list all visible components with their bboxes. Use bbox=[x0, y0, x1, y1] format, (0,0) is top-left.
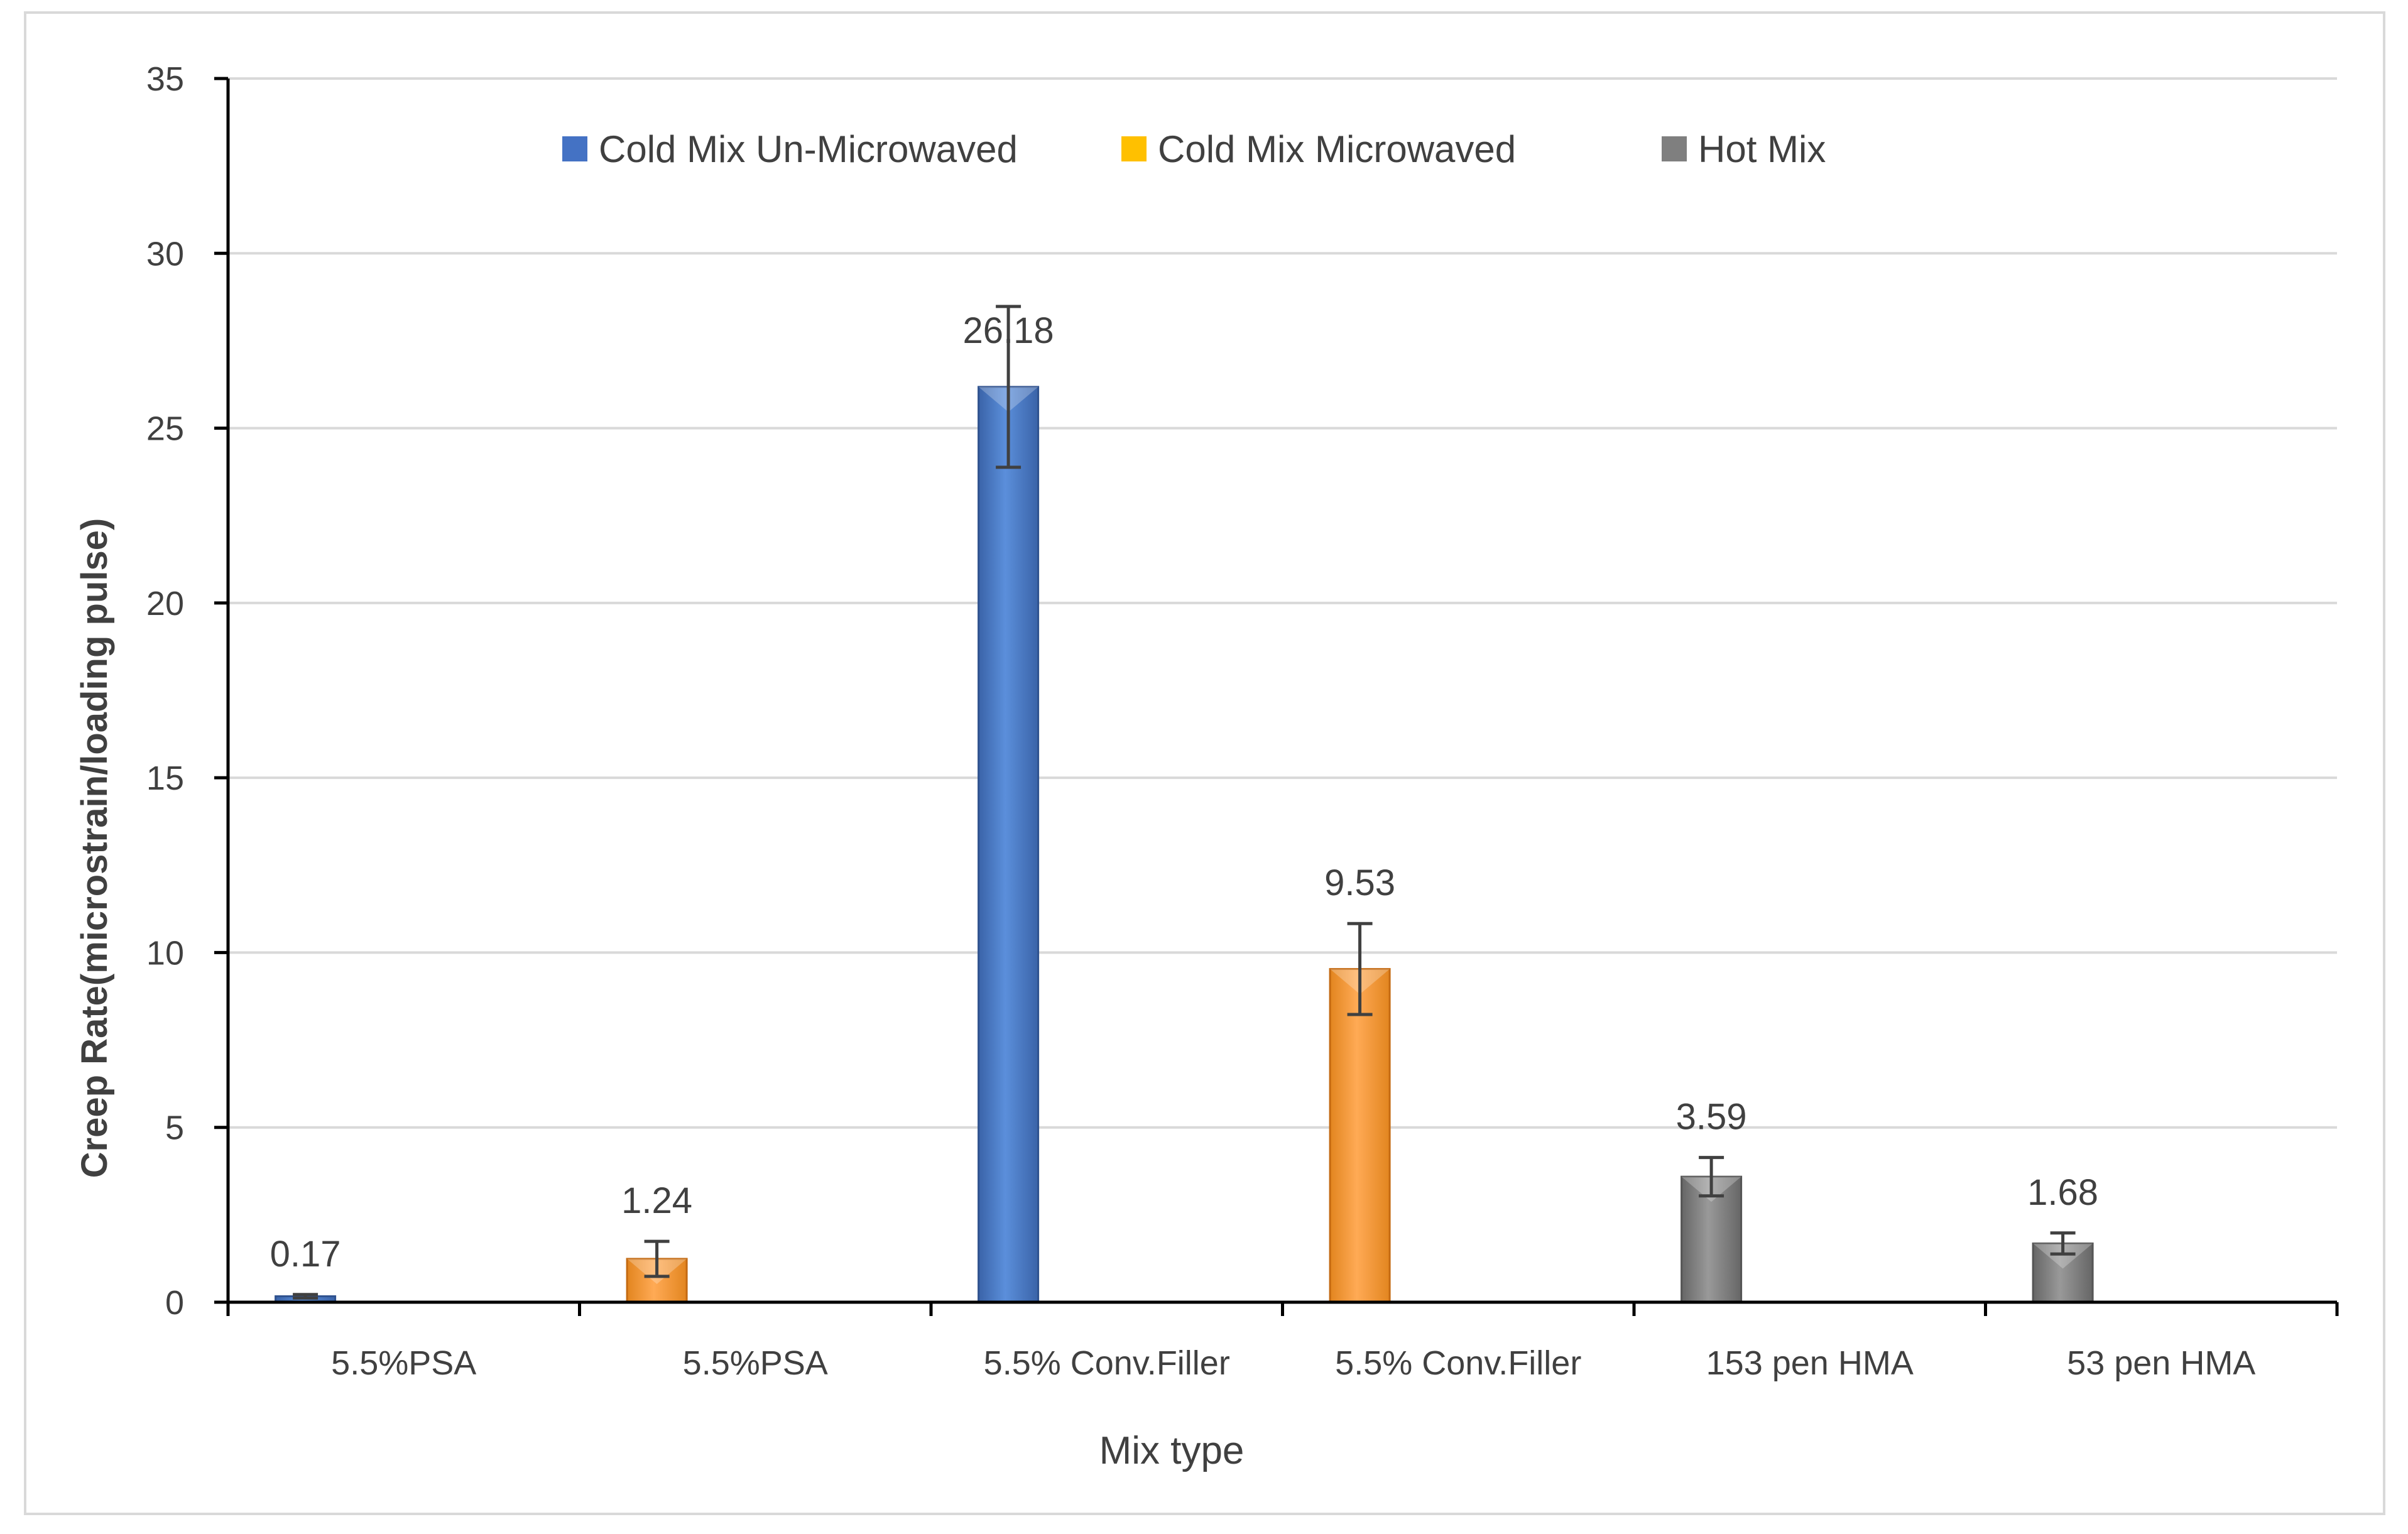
bars bbox=[275, 305, 2094, 1303]
legend-label: Cold Mix Microwaved bbox=[1158, 128, 1516, 170]
data-label: 1.24 bbox=[621, 1180, 692, 1221]
bar-bevel bbox=[2033, 1243, 2093, 1269]
axes: 0 5 10 15 20 25 30 35 bbox=[146, 60, 2339, 1322]
x-tick-label: 153 pen HMA bbox=[1706, 1344, 1914, 1382]
y-axis-title: Creep Rate(microstrain/loading pulse) bbox=[74, 518, 115, 1178]
legend-label: Cold Mix Un-Microwaved bbox=[599, 128, 1018, 170]
y-tick-label: 10 bbox=[146, 934, 184, 972]
data-label: 0.17 bbox=[270, 1234, 341, 1275]
x-tick-label: 5.5%PSA bbox=[683, 1344, 828, 1382]
x-axis-title: Mix type bbox=[1099, 1429, 1245, 1472]
data-label: 26.18 bbox=[963, 310, 1054, 351]
y-tick-label: 0 bbox=[165, 1284, 184, 1322]
x-tick-label: 5.5% Conv.Filler bbox=[984, 1344, 1230, 1382]
x-tick-label: 5.5%PSA bbox=[331, 1344, 476, 1382]
y-tick-label: 5 bbox=[165, 1109, 184, 1147]
data-label: 9.53 bbox=[1324, 862, 1395, 903]
labels: 5.5%PSA 5.5%PSA 5.5% Conv.Filler 5.5% Conv.… bbox=[270, 310, 2256, 1382]
x-tick-label: 53 pen HMA bbox=[2067, 1344, 2255, 1382]
chart-border bbox=[24, 11, 2385, 1515]
legend-swatch bbox=[562, 136, 587, 161]
y-tick-label: 30 bbox=[146, 235, 184, 273]
legend: Cold Mix Un-Microwaved Cold Mix Microwave… bbox=[562, 128, 1826, 170]
legend-swatch bbox=[1121, 136, 1147, 161]
legend-label: Hot Mix bbox=[1698, 128, 1826, 170]
bar bbox=[1329, 968, 1391, 1303]
x-tick-label: 5.5% Conv.Filler bbox=[1335, 1344, 1581, 1382]
y-tick-label: 35 bbox=[146, 60, 184, 98]
data-label: 1.68 bbox=[2027, 1172, 2098, 1213]
data-label: 3.59 bbox=[1676, 1097, 1747, 1138]
legend-swatch bbox=[1662, 136, 1687, 161]
bar bbox=[978, 386, 1040, 1303]
y-tick-label: 20 bbox=[146, 585, 184, 623]
y-tick-label: 15 bbox=[146, 759, 184, 797]
gridlines bbox=[228, 77, 2337, 1129]
y-tick-label: 25 bbox=[146, 410, 184, 448]
